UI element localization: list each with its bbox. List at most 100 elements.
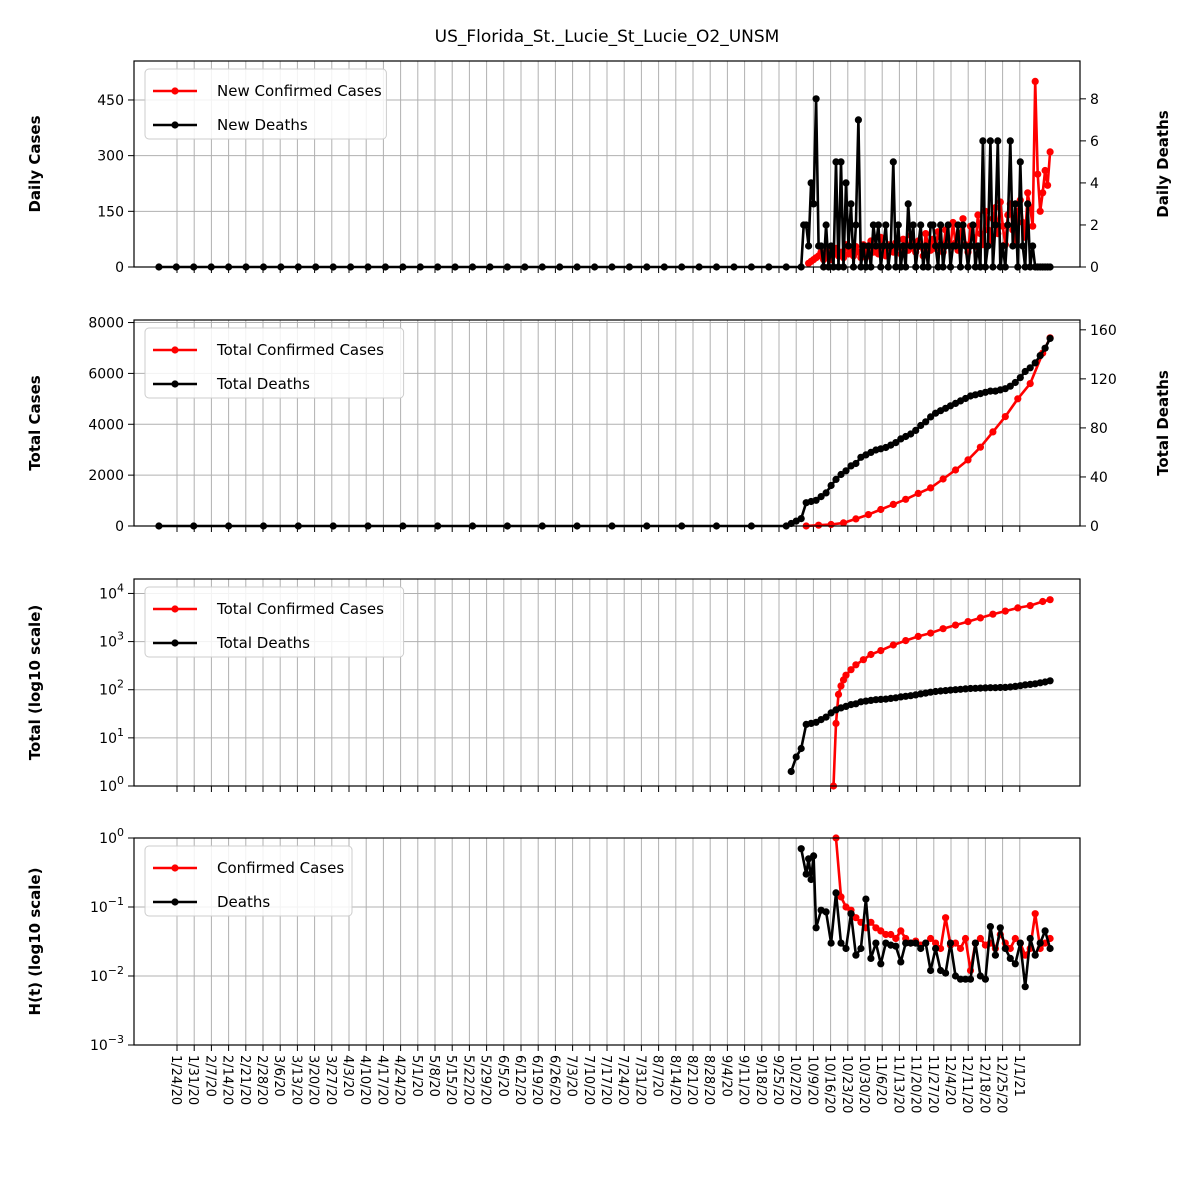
data-point: [837, 470, 845, 479]
data-point: [912, 426, 920, 434]
legend-box: [144, 586, 405, 658]
data-point: [864, 510, 873, 519]
data-point: [892, 942, 900, 950]
x-tick-label: 9/11/20: [736, 1055, 751, 1105]
data-point: [994, 137, 1002, 145]
y-axis-label: Daily Cases: [26, 115, 44, 212]
data-point: [812, 924, 820, 932]
x-tick-label: 9/18/20: [753, 1055, 768, 1105]
legend-marker: [171, 87, 179, 95]
data-point: [964, 456, 972, 464]
y2-tick-label: 8: [1090, 92, 1099, 108]
legend-label: Total Confirmed Cases: [216, 341, 384, 359]
x-tick-label: 8/21/20: [684, 1055, 699, 1105]
legend-label: Total Deaths: [216, 375, 310, 393]
x-tick-label: 1/24/20: [168, 1055, 183, 1105]
data-point: [1026, 934, 1034, 943]
panel-1: 0 150 300 450 0 2 4 6 8 Daily Cases Daily Deaths Ne…: [26, 60, 1172, 276]
data-point: [951, 242, 960, 250]
data-point: [852, 515, 860, 523]
y-tick-label: 10−2: [90, 964, 124, 985]
x-tick-label: 5/15/20: [443, 1055, 458, 1105]
data-point: [1026, 364, 1034, 372]
data-point: [894, 221, 902, 229]
data-point: [1006, 137, 1014, 145]
data-point: [839, 519, 848, 527]
data-point: [807, 179, 815, 187]
data-point: [1029, 242, 1037, 250]
legend-marker: [171, 346, 179, 354]
data-point: [914, 632, 922, 641]
y-tick-label: 2000: [88, 468, 124, 484]
data-point: [991, 221, 1000, 229]
data-point: [961, 934, 970, 943]
data-point: [989, 610, 997, 618]
data-point: [966, 242, 975, 250]
data-point: [927, 629, 935, 637]
data-point: [991, 951, 1000, 959]
data-point: [939, 625, 947, 633]
y-tick-label: 103: [99, 630, 124, 651]
data-point: [859, 242, 868, 250]
data-point: [837, 939, 845, 947]
data-point: [854, 116, 863, 124]
data-point: [929, 221, 937, 229]
x-tick-label: 6/12/20: [512, 1055, 527, 1105]
data-point: [1026, 602, 1034, 610]
data-point: [927, 934, 935, 943]
data-point: [897, 958, 905, 966]
data-point: [1016, 939, 1024, 947]
x-tick-label: 2/28/20: [254, 1055, 269, 1105]
data-point: [834, 690, 843, 699]
data-point: [847, 910, 855, 918]
y2-tick-label: 2: [1090, 218, 1099, 234]
data-point: [892, 439, 900, 447]
data-point: [857, 944, 865, 953]
x-tick-label: 10/2/20: [787, 1055, 802, 1105]
data-point: [1001, 607, 1009, 615]
data-point: [1031, 359, 1039, 367]
data-point: [912, 939, 920, 947]
legend-label: New Confirmed Cases: [217, 82, 382, 100]
y2-tick-label: 0: [1090, 519, 1099, 535]
x-tick-label: 8/14/20: [667, 1055, 682, 1105]
data-point: [969, 221, 977, 229]
data-point: [877, 505, 885, 514]
data-point: [1019, 242, 1027, 250]
data-point: [976, 443, 985, 451]
y-tick-label: 8000: [88, 316, 124, 332]
data-point: [827, 520, 835, 529]
x-tick-label: 12/11/20: [959, 1055, 974, 1113]
data-point: [942, 914, 950, 922]
y2-tick-label: 6: [1090, 134, 1099, 150]
data-point: [932, 939, 940, 947]
data-point: [1031, 910, 1039, 918]
data-point: [1006, 944, 1014, 953]
legend-marker: [171, 121, 179, 129]
data-point: [877, 647, 885, 655]
legend-marker: [171, 605, 179, 613]
data-point: [989, 428, 997, 436]
data-point: [971, 939, 980, 947]
x-tick-label: 12/18/20: [976, 1055, 991, 1113]
data-point: [844, 242, 853, 250]
data-point: [797, 845, 805, 853]
x-tick-label: 9/25/20: [770, 1055, 785, 1105]
x-tick-label: 1/1/21: [1011, 1055, 1026, 1097]
data-point: [889, 158, 897, 166]
series-total-confirmed-cases: [802, 334, 1054, 530]
x-tick-label: 10/23/20: [839, 1055, 854, 1113]
data-point: [944, 221, 952, 229]
data-point: [807, 875, 815, 884]
x-tick-label: 12/4/20: [942, 1055, 957, 1105]
data-point: [852, 914, 860, 922]
data-point: [864, 242, 873, 250]
data-point: [805, 242, 813, 250]
axes-frame: [133, 837, 1081, 1046]
x-axis-date-labels: 1/24/20 1/31/20 2/7/20 2/14/20 2/21/20 2/28/2…: [168, 1055, 1026, 1113]
data-point: [815, 521, 823, 529]
x-tick-label: 4/3/20: [340, 1055, 355, 1097]
data-point: [986, 137, 995, 145]
data-point: [996, 924, 1004, 932]
y-tick-label: 4000: [88, 417, 124, 433]
